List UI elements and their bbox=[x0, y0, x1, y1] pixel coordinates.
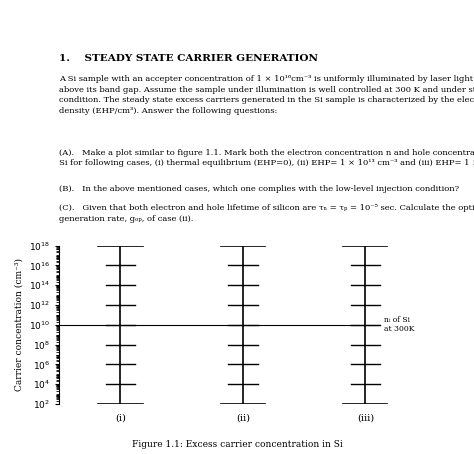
Text: nᵢ of Si
at 300K: nᵢ of Si at 300K bbox=[384, 316, 414, 333]
Text: Figure 1.1: Excess carrier concentration in Si: Figure 1.1: Excess carrier concentration… bbox=[132, 440, 342, 449]
Text: (B).   In the above mentioned cases, which one complies with the low-level injec: (B). In the above mentioned cases, which… bbox=[59, 185, 459, 193]
Text: 1.    STEADY STATE CARRIER GENERATION: 1. STEADY STATE CARRIER GENERATION bbox=[59, 54, 318, 64]
Text: (C).   Given that both electron and hole lifetime of silicon are τₙ = τₚ = 10⁻⁵ : (C). Given that both electron and hole l… bbox=[59, 204, 474, 223]
Text: (A).   Make a plot similar to figure 1.1. Mark both the electron concentration n: (A). Make a plot similar to figure 1.1. … bbox=[59, 148, 474, 167]
Text: A Si sample with an accepter concentration of 1 × 10¹⁶cm⁻³ is uniformly illumina: A Si sample with an accepter concentrati… bbox=[59, 75, 474, 114]
Y-axis label: Carrier concentration (cm⁻³): Carrier concentration (cm⁻³) bbox=[14, 258, 23, 391]
